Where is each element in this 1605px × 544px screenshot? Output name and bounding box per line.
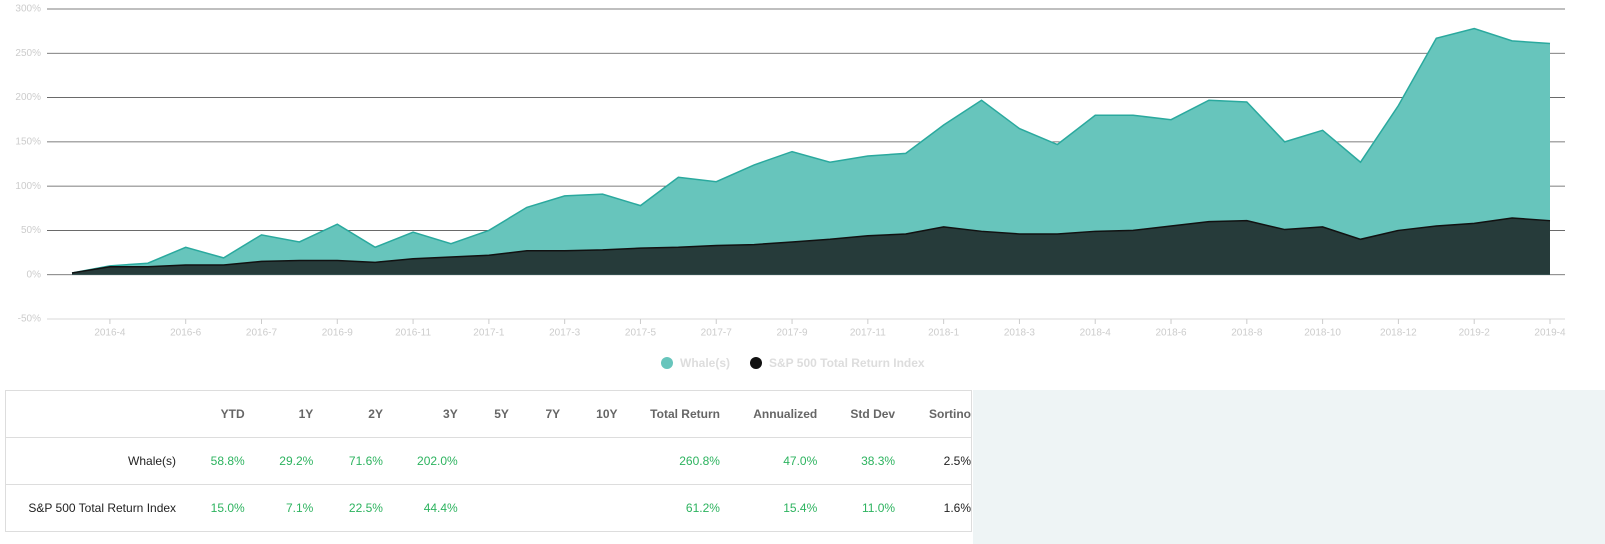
empty-cell (457, 437, 509, 485)
empty-cell (508, 484, 561, 532)
row-name: S&P 500 Total Return Index (5, 484, 177, 532)
x-tick-label: 2017-3 (549, 328, 581, 339)
header-cell: 10Y (560, 390, 618, 438)
x-tick-label: 2018-12 (1380, 328, 1417, 339)
table-row: S&P 500 Total Return Index 15.0% 7.1% 22.5%… (5, 484, 972, 532)
empty-cell (508, 437, 561, 485)
y-tick-label: 300% (15, 4, 41, 15)
area-line (71, 27, 1551, 274)
header-row: YTD 1Y 2Y 3Y 5Y 7Y 10Y Total Return Annualized St… (5, 390, 972, 438)
value-cell: 44.4% (382, 484, 458, 532)
area-fill (72, 218, 1550, 275)
x-tick-label: 2018-4 (1080, 328, 1112, 339)
value-cell: 15.0% (176, 484, 245, 532)
area-fill (72, 28, 1550, 275)
x-tick-label: 2018-1 (928, 328, 960, 339)
y-tick-label: 100% (15, 181, 41, 192)
chart: -50% 0% 50% 100% 150% 200% 250% 300% 2016-4 2016-… (15, 4, 1566, 371)
header-cell: 1Y (244, 390, 314, 438)
x-tick-label: 2018-3 (1004, 328, 1036, 339)
value-cell: 15.4% (719, 484, 818, 532)
y-tick-label: 50% (21, 225, 41, 236)
value-cell: 11.0% (817, 484, 896, 532)
x-tick-label: 2016-9 (322, 328, 354, 339)
legend-marker (661, 357, 673, 369)
value-cell: 7.1% (244, 484, 314, 532)
header-cell: Total Return (617, 390, 720, 438)
x-tick-label: 2017-11 (850, 328, 886, 339)
value-cell: 202.0% (382, 437, 458, 485)
x-tick-label: 2017-1 (473, 328, 505, 339)
side-panel (973, 390, 1605, 544)
header-cell: 7Y (508, 390, 561, 438)
header-cell: YTD (176, 390, 245, 438)
header-cell: Sortino (895, 390, 972, 438)
x-tick-label: 2016-11 (395, 328, 431, 339)
y-tick-label: 250% (15, 48, 41, 59)
legend-label: Whale(s) (680, 356, 730, 370)
x-tick-label: 2018-10 (1304, 328, 1341, 339)
x-tick-label: 2018-8 (1231, 328, 1263, 339)
y-tick-label: -50% (18, 314, 41, 325)
x-tick-label: 2016-6 (170, 328, 202, 339)
y-tick-label: 0% (27, 269, 42, 280)
area-line (71, 217, 1551, 274)
value-cell: 2.5% (895, 437, 972, 485)
table-row: Whale(s) 58.8% 29.2% 71.6% 202.0% 260.8% 47.0%… (5, 437, 972, 485)
x-tick-label: 2019-2 (1459, 328, 1491, 339)
empty-cell (560, 484, 618, 532)
y-tick-label: 150% (15, 136, 41, 147)
value-cell: 260.8% (617, 437, 720, 485)
value-cell: 22.5% (313, 484, 383, 532)
value-cell: 38.3% (817, 437, 896, 485)
header-cell: Std Dev (817, 390, 896, 438)
header-cell: 3Y (382, 390, 458, 438)
x-tick-label: 2016-7 (246, 328, 278, 339)
x-tick-label: 2018-6 (1155, 328, 1187, 339)
legend-label: S&P 500 Total Return Index (769, 356, 925, 370)
value-cell: 29.2% (244, 437, 314, 485)
empty-cell (457, 484, 509, 532)
legend-marker (750, 357, 762, 369)
value-cell: 47.0% (719, 437, 818, 485)
x-tick-label: 2017-7 (701, 328, 733, 339)
x-tick-label: 2017-5 (625, 328, 657, 339)
x-tick-label: 2016-4 (94, 328, 126, 339)
value-cell: 61.2% (617, 484, 720, 532)
x-tick-label: 2017-9 (776, 328, 808, 339)
header-cell: Annualized (719, 390, 818, 438)
x-tick-label: 2019-4 (1534, 328, 1566, 339)
header-cell (5, 390, 177, 438)
y-tick-label: 200% (15, 92, 41, 103)
value-cell: 1.6% (895, 484, 972, 532)
value-cell: 71.6% (313, 437, 383, 485)
row-name: Whale(s) (5, 437, 177, 485)
header-cell: 2Y (313, 390, 383, 438)
stats-table: YTD 1Y 2Y 3Y 5Y 7Y 10Y Total Return Annualized St… (5, 390, 972, 532)
empty-cell (560, 437, 618, 485)
value-cell: 58.8% (176, 437, 245, 485)
header-cell: 5Y (457, 390, 509, 438)
